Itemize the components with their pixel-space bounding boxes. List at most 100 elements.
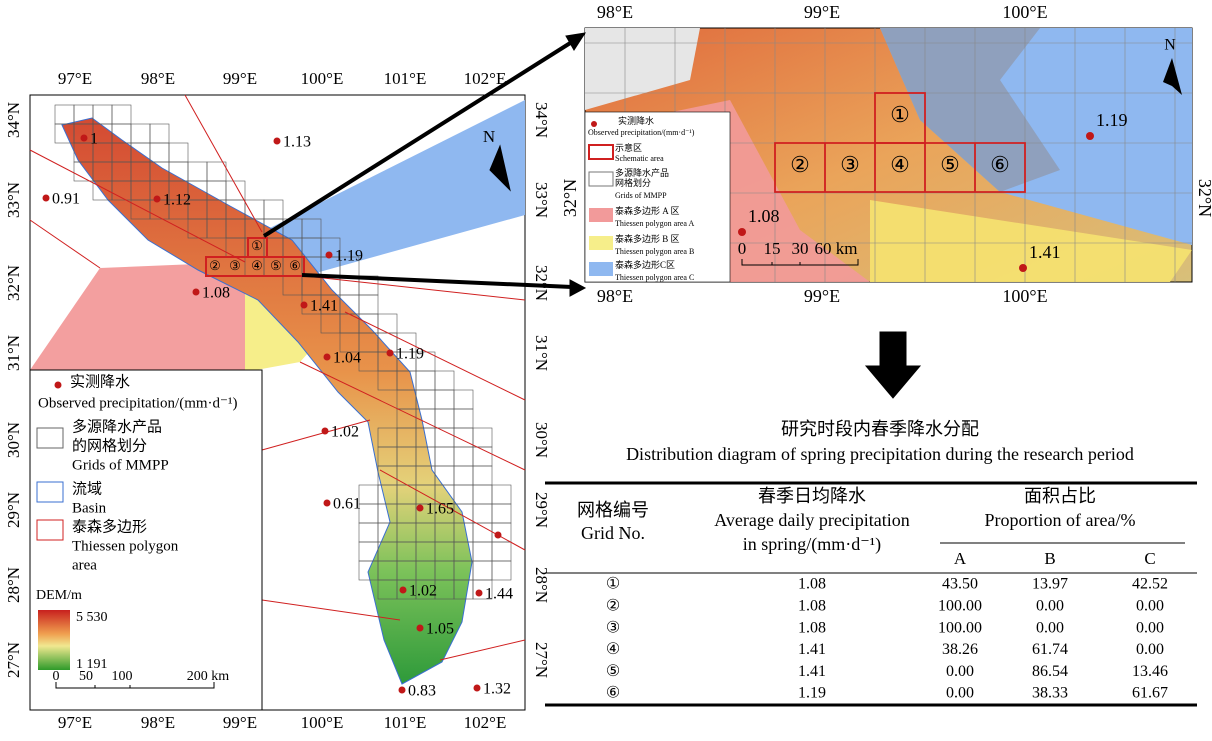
lat-label: 27°N: [4, 642, 23, 678]
station: [322, 428, 329, 435]
table-cell: 42.52: [1132, 576, 1168, 593]
station: [326, 252, 333, 259]
table-cell: 1.08: [798, 576, 826, 593]
table-cell: 0.00: [1136, 597, 1164, 614]
table-cell: ①: [606, 576, 620, 593]
lon-label: 97°E: [58, 69, 92, 88]
station-value: 1.02: [331, 424, 359, 441]
grid-id: ④: [890, 152, 910, 177]
table-cell: 1.08: [798, 597, 826, 614]
station: [417, 625, 424, 632]
table-cell: 86.54: [1032, 663, 1068, 680]
station: [154, 196, 161, 203]
legend-text: 多源降水产品: [72, 418, 162, 435]
figure: 97°E 97°E 98°E 98°E 99°E 99°E 100°E 100°E 101°E 1…: [0, 0, 1212, 736]
lon-label: 100°E: [301, 713, 344, 732]
grid-id: ①: [890, 102, 910, 127]
grid-id: ①: [251, 238, 263, 253]
grid-id: ⑤: [940, 152, 960, 177]
lon-label: 101°E: [384, 69, 427, 88]
lat-label: 28°N: [4, 567, 23, 603]
legend-text: 泰森多边形C区: [615, 259, 675, 270]
table-cell: ⑥: [606, 685, 620, 702]
table-cell: ②: [606, 597, 620, 614]
station-value: 1.19: [335, 248, 363, 265]
legend-text: Thiessen polygon area A: [615, 219, 695, 228]
table-cell: 13.97: [1032, 576, 1068, 593]
legend-text: 泰森多边形: [72, 518, 147, 535]
legend-text: Grids of MMPP: [615, 191, 667, 200]
table-cell: 0.00: [946, 663, 974, 680]
legend-text: area: [72, 557, 97, 573]
lon-label: 98°E: [141, 69, 175, 88]
legend-text: Basin: [72, 500, 107, 516]
legend-text: 实测降水: [618, 115, 654, 126]
detail-map: 98°E98°E99°E99°E100°E100°E32°N32°NN1.191…: [560, 2, 1212, 306]
lat-label: 27°N: [532, 642, 551, 678]
station: [193, 289, 200, 296]
column-header: Proportion of area/%: [985, 510, 1136, 530]
lon-label: 98°E: [597, 286, 633, 306]
legend-text: Schematic area: [615, 154, 664, 163]
table-cell: 38.26: [942, 641, 978, 658]
scale-label: 60 km: [815, 239, 858, 258]
table-cell: 0.00: [946, 685, 974, 702]
table-cell: 0.00: [1136, 619, 1164, 636]
column-header: 网格编号: [577, 500, 649, 520]
scale-label: 30: [792, 239, 809, 258]
lat-label: 31°N: [4, 335, 23, 371]
table-cell: 100.00: [938, 597, 982, 614]
table-cell: 0.00: [1036, 597, 1064, 614]
column-header: Average daily precipitation: [714, 510, 910, 530]
station: [417, 505, 424, 512]
station-value: 0.83: [408, 683, 436, 700]
table-cell: 100.00: [938, 619, 982, 636]
legend-text: Grids of MMPP: [72, 457, 169, 473]
station: [387, 350, 394, 357]
lon-label: 101°E: [384, 713, 427, 732]
station-value: 0.91: [52, 191, 80, 208]
lon-label: 97°E: [58, 713, 92, 732]
grid-id: ②: [790, 152, 810, 177]
dem-title: DEM/m: [36, 588, 82, 603]
scale-label: 200 km: [187, 669, 230, 684]
table-cell: 0.00: [1036, 619, 1064, 636]
lon-label: 99°E: [804, 286, 840, 306]
table-title: Distribution diagram of spring precipita…: [626, 444, 1134, 464]
lat-label: 32°N: [532, 265, 551, 301]
station-value: 1.08: [748, 206, 780, 226]
station: [399, 687, 406, 694]
scale-label: 100: [112, 669, 133, 684]
station-value: 1.65: [426, 501, 454, 518]
station-value: 1.19: [396, 346, 424, 363]
legend-text: 流域: [72, 480, 102, 497]
column-header: 春季日均降水: [758, 486, 866, 506]
grid-id: ③: [840, 152, 860, 177]
station: [1019, 264, 1027, 272]
lon-label: 99°E: [223, 69, 257, 88]
table-cell: 1.41: [798, 663, 826, 680]
lat-label: 34°N: [4, 102, 23, 138]
station-value: 1.13: [283, 134, 311, 151]
grid-id: ⑤: [270, 258, 282, 273]
table-cell: 38.33: [1032, 685, 1068, 702]
table-cell: 1.41: [798, 641, 826, 658]
grid-id: ③: [229, 258, 241, 273]
column-header: C: [1144, 549, 1155, 568]
legend-text: Observed precipitation/(mm·d⁻¹): [588, 128, 695, 137]
station: [324, 354, 331, 361]
lat-label: 32°N: [560, 179, 580, 217]
lat-label: 32°N: [4, 265, 23, 301]
grid-id: ⑥: [990, 152, 1010, 177]
north-label: N: [1164, 37, 1176, 54]
table-cell: 0.00: [1136, 641, 1164, 658]
column-header: A: [954, 549, 967, 568]
station-value: 1.05: [426, 621, 454, 638]
station-value: 1.04: [333, 350, 361, 367]
station-value: 1.12: [163, 192, 191, 209]
station-value: 1.44: [485, 586, 513, 603]
station: [400, 587, 407, 594]
lon-label: 100°E: [301, 69, 344, 88]
station-value: 1.02: [409, 583, 437, 600]
